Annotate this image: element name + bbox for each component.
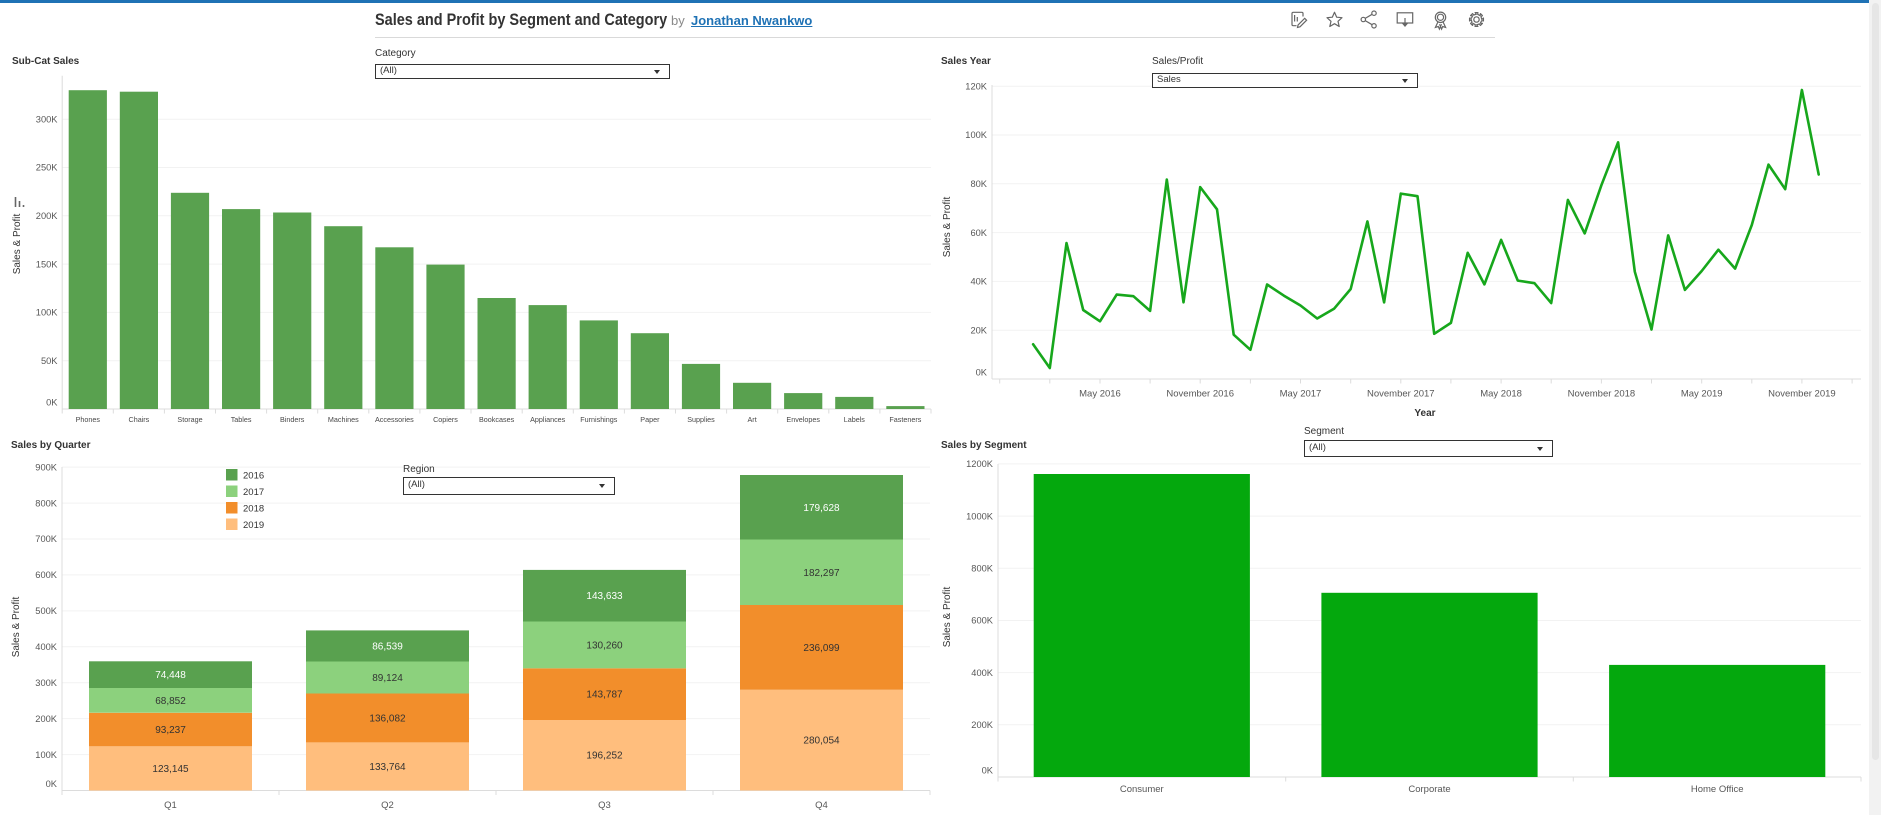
svg-text:300K: 300K — [36, 114, 59, 124]
svg-text:Home Office: Home Office — [1691, 784, 1744, 795]
svg-text:2018: 2018 — [243, 504, 264, 515]
svg-text:2017: 2017 — [243, 487, 264, 498]
svg-text:Q1: Q1 — [164, 800, 177, 811]
svg-text:800K: 800K — [35, 498, 58, 508]
svg-text:280,054: 280,054 — [803, 736, 840, 747]
svg-text:179,628: 179,628 — [803, 503, 840, 514]
svg-text:100K: 100K — [35, 750, 58, 760]
svg-text:Q2: Q2 — [381, 800, 394, 811]
svg-text:Sales & Profit: Sales & Profit — [12, 213, 23, 274]
svg-text:136,082: 136,082 — [369, 714, 406, 725]
svg-text:Labels: Labels — [844, 415, 866, 424]
svg-text:Furnishings: Furnishings — [580, 415, 618, 424]
svg-text:100K: 100K — [965, 130, 988, 140]
svg-text:November 2018: November 2018 — [1568, 388, 1636, 399]
svg-text:123,145: 123,145 — [152, 764, 189, 775]
svg-text:Copiers: Copiers — [433, 415, 458, 424]
svg-text:200K: 200K — [971, 720, 994, 730]
svg-text:0K: 0K — [46, 779, 58, 789]
svg-text:2019: 2019 — [243, 520, 264, 531]
svg-text:Sales Year: Sales Year — [941, 56, 991, 67]
svg-text:800K: 800K — [971, 564, 994, 574]
svg-text:0K: 0K — [982, 765, 994, 775]
svg-text:182,297: 182,297 — [803, 568, 840, 579]
svg-text:900K: 900K — [35, 462, 58, 472]
svg-text:200K: 200K — [36, 211, 59, 221]
svg-text:May 2017: May 2017 — [1280, 388, 1322, 399]
svg-text:1200K: 1200K — [966, 459, 994, 469]
svg-text:Q4: Q4 — [815, 800, 828, 811]
svg-text:40K: 40K — [970, 277, 987, 287]
svg-text:200K: 200K — [35, 714, 58, 724]
svg-text:20K: 20K — [970, 325, 987, 335]
svg-text:74,448: 74,448 — [155, 670, 186, 681]
svg-text:Corporate: Corporate — [1408, 784, 1450, 795]
svg-text:Tables: Tables — [231, 415, 252, 424]
svg-text:500K: 500K — [35, 606, 58, 616]
svg-text:130,260: 130,260 — [586, 640, 623, 651]
svg-text:Machines: Machines — [328, 415, 359, 424]
svg-text:Consumer: Consumer — [1120, 784, 1164, 795]
svg-text:133,764: 133,764 — [369, 762, 406, 773]
svg-text:700K: 700K — [35, 534, 58, 544]
svg-text:143,787: 143,787 — [586, 690, 623, 701]
svg-text:196,252: 196,252 — [586, 751, 623, 762]
svg-text:Supplies: Supplies — [687, 415, 715, 424]
svg-text:Binders: Binders — [280, 415, 305, 424]
svg-text:89,124: 89,124 — [372, 673, 403, 684]
svg-text:Appliances: Appliances — [530, 415, 566, 424]
svg-text:May 2019: May 2019 — [1681, 388, 1723, 399]
svg-text:60K: 60K — [970, 228, 987, 238]
svg-text:250K: 250K — [36, 163, 59, 173]
svg-text:November 2019: November 2019 — [1768, 388, 1836, 399]
svg-text:November 2016: November 2016 — [1166, 388, 1234, 399]
svg-text:May 2018: May 2018 — [1480, 388, 1522, 399]
svg-text:236,099: 236,099 — [803, 643, 840, 654]
svg-text:600K: 600K — [35, 570, 58, 580]
svg-text:Storage: Storage — [177, 415, 202, 424]
svg-text:120K: 120K — [965, 81, 988, 91]
svg-text:Sales & Profit: Sales & Profit — [942, 196, 953, 257]
svg-text:Bookcases: Bookcases — [479, 415, 515, 424]
svg-text:Chairs: Chairs — [129, 415, 150, 424]
svg-text:Art: Art — [748, 415, 757, 424]
svg-text:600K: 600K — [971, 616, 994, 626]
svg-text:400K: 400K — [35, 642, 58, 652]
svg-text:143,633: 143,633 — [586, 591, 623, 602]
svg-text:Sub-Cat Sales: Sub-Cat Sales — [12, 56, 80, 67]
svg-text:80K: 80K — [970, 179, 987, 189]
svg-text:68,852: 68,852 — [155, 696, 186, 707]
svg-text:Envelopes: Envelopes — [786, 415, 820, 424]
svg-text:86,539: 86,539 — [372, 642, 403, 653]
svg-text:50K: 50K — [41, 356, 58, 366]
svg-text:November 2017: November 2017 — [1367, 388, 1435, 399]
svg-text:93,237: 93,237 — [155, 725, 186, 736]
svg-text:Accessories: Accessories — [375, 415, 414, 424]
svg-text:0K: 0K — [46, 397, 58, 407]
svg-text:Sales & Profit: Sales & Profit — [942, 586, 953, 647]
svg-text:Fasteners: Fasteners — [889, 415, 921, 424]
svg-text:Year: Year — [1414, 408, 1435, 419]
svg-text:Sales by Segment: Sales by Segment — [941, 440, 1027, 451]
svg-text:100K: 100K — [36, 308, 59, 318]
svg-text:400K: 400K — [971, 668, 994, 678]
svg-text:150K: 150K — [36, 259, 59, 269]
svg-text:Paper: Paper — [640, 415, 660, 424]
svg-text:2016: 2016 — [243, 471, 264, 482]
svg-text:0K: 0K — [976, 367, 988, 377]
svg-text:May 2016: May 2016 — [1079, 388, 1121, 399]
svg-text:Sales & Profit: Sales & Profit — [11, 596, 22, 657]
svg-text:Sales by Quarter: Sales by Quarter — [11, 440, 91, 451]
svg-text:1000K: 1000K — [966, 511, 994, 521]
svg-text:300K: 300K — [35, 678, 58, 688]
svg-text:Phones: Phones — [76, 415, 101, 424]
svg-text:Q3: Q3 — [598, 800, 611, 811]
